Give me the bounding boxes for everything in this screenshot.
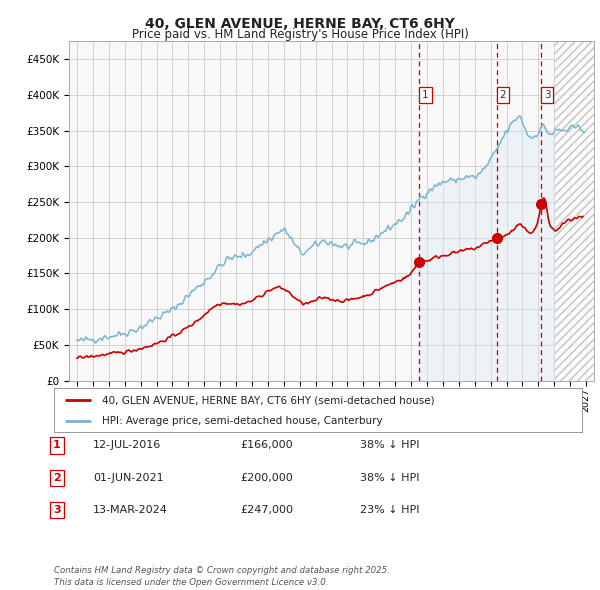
Text: Contains HM Land Registry data © Crown copyright and database right 2025.
This d: Contains HM Land Registry data © Crown c… bbox=[54, 566, 390, 587]
Text: Price paid vs. HM Land Registry's House Price Index (HPI): Price paid vs. HM Land Registry's House … bbox=[131, 28, 469, 41]
Text: 23% ↓ HPI: 23% ↓ HPI bbox=[360, 506, 419, 515]
Bar bbox=[554, 41, 594, 381]
Text: 01-JUN-2021: 01-JUN-2021 bbox=[93, 473, 164, 483]
Text: £247,000: £247,000 bbox=[240, 506, 293, 515]
Text: £166,000: £166,000 bbox=[240, 441, 293, 450]
Bar bbox=[554, 41, 594, 381]
Text: 12-JUL-2016: 12-JUL-2016 bbox=[93, 441, 161, 450]
Text: 3: 3 bbox=[544, 90, 550, 100]
Text: 13-MAR-2024: 13-MAR-2024 bbox=[93, 506, 168, 515]
Text: £200,000: £200,000 bbox=[240, 473, 293, 483]
Text: 2: 2 bbox=[500, 90, 506, 100]
Text: 3: 3 bbox=[53, 506, 61, 515]
Text: 38% ↓ HPI: 38% ↓ HPI bbox=[360, 473, 419, 483]
Text: 2: 2 bbox=[53, 473, 61, 483]
Text: 1: 1 bbox=[53, 441, 61, 450]
Text: 40, GLEN AVENUE, HERNE BAY, CT6 6HY (semi-detached house): 40, GLEN AVENUE, HERNE BAY, CT6 6HY (sem… bbox=[101, 395, 434, 405]
Text: HPI: Average price, semi-detached house, Canterbury: HPI: Average price, semi-detached house,… bbox=[101, 416, 382, 426]
Text: 1: 1 bbox=[422, 90, 428, 100]
Text: 38% ↓ HPI: 38% ↓ HPI bbox=[360, 441, 419, 450]
Text: 40, GLEN AVENUE, HERNE BAY, CT6 6HY: 40, GLEN AVENUE, HERNE BAY, CT6 6HY bbox=[145, 17, 455, 31]
